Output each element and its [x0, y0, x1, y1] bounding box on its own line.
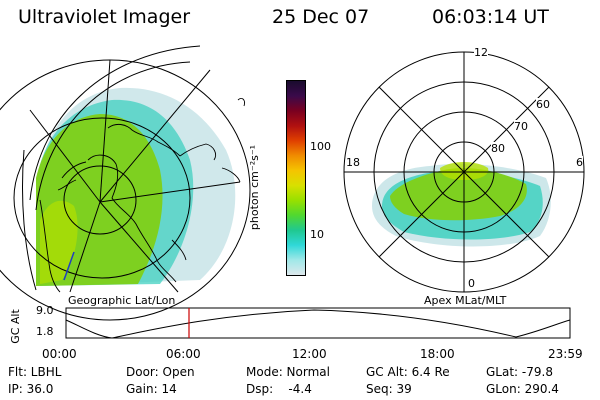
polar-panel-label: Apex MLat/MLT	[424, 294, 507, 307]
geographic-panel-label: Geographic Lat/Lon	[68, 294, 176, 307]
door-info: Door: Open	[126, 365, 195, 379]
date-label: 25 Dec 07	[272, 6, 370, 28]
colorbar-tick-10: 10	[310, 228, 324, 241]
mode-info: Mode: Normal	[246, 365, 330, 379]
xtick-1800: 18:00	[420, 347, 455, 361]
altitude-plot-frame	[65, 307, 571, 339]
terminator-line	[63, 251, 75, 281]
altitude-ytick-high: 9.0	[36, 304, 54, 317]
glat-info: GLat: -79.8	[486, 365, 553, 379]
latitude-circle-mid	[13, 117, 191, 279]
colorbar-gradient	[287, 81, 305, 275]
dsp-info: Dsp: -4.4	[246, 382, 312, 396]
instrument-title: Ultraviolet Imager	[18, 6, 191, 28]
xtick-0600: 06:00	[166, 347, 201, 361]
glon-info: GLon: 290.4	[486, 382, 559, 396]
mlt-label-18: 18	[346, 156, 360, 169]
polar-mlt-lines	[344, 52, 584, 292]
gc-alt-info: GC Alt: 6.4 Re	[366, 365, 450, 379]
mlt-label-6: 6	[576, 156, 583, 169]
xtick-2359: 23:59	[548, 347, 583, 361]
horizon-arc-edge	[22, 149, 37, 291]
ip-info: IP: 36.0	[8, 382, 54, 396]
filter-info: Flt: LBHL	[8, 365, 62, 379]
altitude-curve	[65, 309, 571, 339]
mlat-label-70: 70	[514, 120, 528, 133]
colorbar	[286, 80, 306, 276]
altitude-ytick-low: 1.8	[36, 325, 54, 338]
mlat-label-60: 60	[536, 98, 550, 111]
horizon-arc-outer	[29, 45, 201, 201]
xtick-1200: 12:00	[292, 347, 327, 361]
meridian-lines	[29, 59, 241, 293]
horizon-arc-inner	[35, 61, 191, 211]
seq-info: Seq: 39	[366, 382, 412, 396]
mlt-label-0: 0	[468, 277, 475, 290]
mlat-label-80: 80	[491, 142, 505, 155]
colorbar-tick-100: 100	[310, 140, 331, 153]
gain-info: Gain: 14	[126, 382, 177, 396]
mlt-label-12: 12	[474, 46, 488, 59]
coastlines	[39, 97, 245, 293]
latitude-circle-inner	[63, 165, 137, 235]
xtick-0000: 00:00	[42, 347, 77, 361]
aurora-yellowgreen-patch	[40, 200, 78, 284]
time-label: 06:03:14 UT	[432, 6, 549, 28]
